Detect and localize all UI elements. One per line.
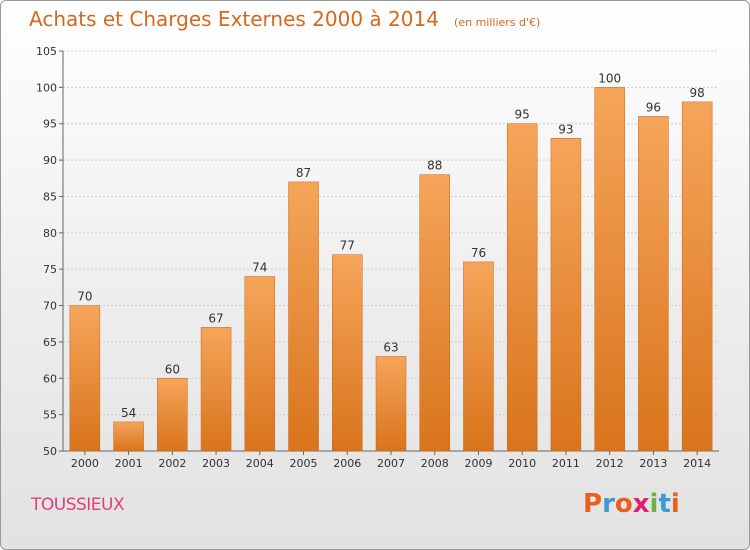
y-tick-label: 75	[43, 263, 57, 276]
data-label-2000: 70	[77, 290, 92, 304]
logo-letter: t	[658, 489, 671, 519]
bar-2013	[638, 116, 669, 452]
proxiti-logo: Proxiti	[583, 489, 680, 519]
data-labels: 70 54 60 67 74 87 77 63 88 76 95 93 100 96 98	[77, 71, 705, 420]
logo-letter: o	[614, 489, 633, 519]
x-tick-label-2004: 2004	[246, 457, 274, 470]
x-tick-label-2002: 2002	[158, 457, 186, 470]
chart-title: Achats et Charges Externes 2000 à 2014	[29, 7, 439, 31]
data-label-2013: 96	[646, 100, 661, 114]
data-label-2012: 100	[598, 71, 621, 85]
x-tick-label-2000: 2000	[71, 457, 99, 470]
bar-2004	[244, 276, 276, 452]
y-tick-label: 55	[43, 409, 57, 422]
x-tick-label-2010: 2010	[508, 457, 536, 470]
x-tick-label-2001: 2001	[115, 457, 143, 470]
data-label-2001: 54	[121, 406, 136, 420]
data-label-2006: 77	[340, 239, 355, 253]
bar-2000	[69, 305, 101, 452]
bar-2005	[288, 181, 319, 452]
x-tick-label-2008: 2008	[421, 457, 449, 470]
x-tick-label-2009: 2009	[464, 457, 492, 470]
data-label-2008: 88	[427, 159, 442, 173]
logo-letter: x	[632, 489, 650, 519]
data-label-2005: 87	[296, 166, 311, 180]
bar-2012	[594, 87, 625, 452]
data-label-2011: 93	[558, 122, 573, 136]
y-tick-label: 50	[43, 445, 57, 458]
y-tick-label: 105	[36, 45, 57, 58]
bar-2011	[550, 138, 582, 452]
y-tick-label: 100	[36, 81, 57, 94]
tick-labels: 50 55 60 65 70 75 80 85 90 95 100 105 2000 2001 2002 20…	[36, 45, 711, 470]
x-tick-label-2006: 2006	[333, 457, 361, 470]
logo-letter: r	[602, 489, 615, 519]
data-label-2007: 63	[383, 340, 398, 354]
x-tick-label-2012: 2012	[596, 457, 624, 470]
bar-2006	[332, 254, 363, 452]
bars	[69, 87, 713, 452]
x-tick-label-2014: 2014	[683, 457, 711, 470]
x-tick-label-2003: 2003	[202, 457, 230, 470]
bar-2007	[375, 356, 407, 452]
logo-letter: i	[649, 489, 659, 519]
title-row: Achats et Charges Externes 2000 à 2014 (…	[29, 7, 540, 31]
logo-letter: P	[583, 489, 603, 519]
y-tick-label: 90	[43, 154, 57, 167]
data-label-2014: 98	[689, 86, 704, 100]
x-tick-label-2011: 2011	[552, 457, 580, 470]
y-tick-label: 65	[43, 336, 57, 349]
bar-2010	[506, 123, 538, 452]
bar-2001	[113, 421, 144, 452]
bar-2008	[419, 174, 450, 452]
y-tick-label: 85	[43, 190, 57, 203]
bar-2003	[200, 327, 232, 452]
y-tick-label: 80	[43, 227, 57, 240]
bar-2014	[681, 101, 713, 452]
chart-subtitle: (en milliers d'€)	[454, 16, 541, 29]
bar-2002	[157, 378, 188, 452]
y-tick-label: 60	[43, 372, 57, 385]
x-tick-label-2013: 2013	[639, 457, 667, 470]
logo-letter: i	[670, 489, 680, 519]
data-label-2003: 67	[208, 311, 223, 325]
y-tick-label: 70	[43, 300, 57, 313]
data-label-2010: 95	[515, 108, 530, 122]
y-tick-label: 95	[43, 118, 57, 131]
commune-name: TOUSSIEUX	[31, 495, 125, 515]
data-label-2004: 74	[252, 260, 267, 274]
x-tick-label-2007: 2007	[377, 457, 405, 470]
data-label-2002: 60	[165, 362, 180, 376]
x-tick-label-2005: 2005	[290, 457, 318, 470]
bar-2009	[463, 261, 494, 452]
data-label-2009: 76	[471, 246, 486, 260]
